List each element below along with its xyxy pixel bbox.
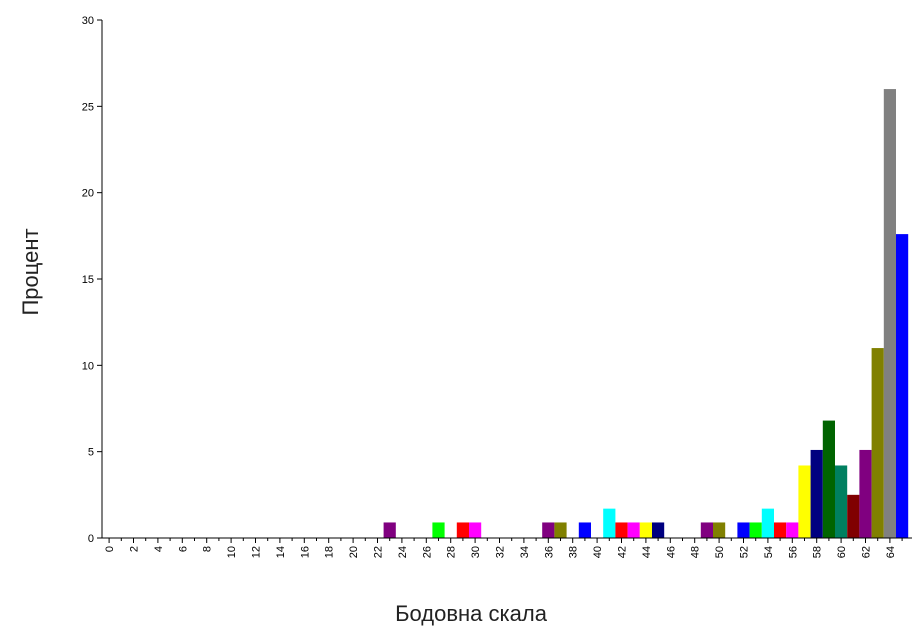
bar-54 bbox=[761, 508, 774, 538]
x-tick-label: 50 bbox=[714, 546, 726, 558]
x-tick-label: 36 bbox=[543, 546, 555, 558]
bar-55 bbox=[774, 522, 787, 538]
y-tick-label: 30 bbox=[82, 15, 94, 27]
x-tick-label: 38 bbox=[568, 546, 580, 558]
y-tick-label: 10 bbox=[82, 360, 94, 372]
x-tick-label: 60 bbox=[836, 546, 848, 558]
bar-50 bbox=[713, 522, 726, 538]
bar-52 bbox=[737, 522, 750, 538]
bars-group bbox=[383, 89, 909, 539]
bar-36 bbox=[542, 522, 555, 538]
x-tick-label: 14 bbox=[275, 546, 287, 558]
bar-44 bbox=[639, 522, 652, 538]
bar-27 bbox=[432, 522, 445, 538]
bar-58 bbox=[810, 449, 823, 538]
x-tick-label: 34 bbox=[519, 546, 531, 558]
bar-42 bbox=[615, 522, 628, 538]
x-tick-label: 22 bbox=[373, 546, 385, 558]
x-tick-label: 4 bbox=[153, 546, 165, 552]
x-tick-label: 20 bbox=[348, 546, 360, 558]
y-tick-label: 15 bbox=[82, 274, 94, 286]
bar-65 bbox=[896, 234, 909, 538]
y-ticks-group: 0 5 10 15 20 25 30 bbox=[82, 15, 102, 545]
bar-41 bbox=[603, 508, 616, 538]
x-tick-label: 12 bbox=[251, 546, 263, 558]
bar-63 bbox=[871, 348, 884, 538]
x-tick-label: 46 bbox=[665, 546, 677, 558]
bar-30 bbox=[469, 522, 482, 538]
bar-39 bbox=[578, 522, 591, 538]
bar-60 bbox=[835, 465, 848, 538]
bar-53 bbox=[749, 522, 762, 538]
bar-62 bbox=[859, 449, 872, 538]
x-tick-label: 56 bbox=[787, 546, 799, 558]
x-ticks-group: 0 2 4 6 8 10 12 14 16 18 20 22 24 26 28 30 32 34 36 38 40 42 4… bbox=[104, 538, 903, 558]
x-tick-label: 32 bbox=[495, 546, 507, 558]
x-tick-label: 44 bbox=[641, 546, 653, 558]
bar-29 bbox=[456, 522, 469, 538]
x-tick-label: 30 bbox=[470, 546, 482, 558]
bar-57 bbox=[798, 465, 811, 538]
x-tick-label: 40 bbox=[592, 546, 604, 558]
x-tick-label: 2 bbox=[129, 546, 141, 552]
x-tick-label: 26 bbox=[421, 546, 433, 558]
x-tick-label: 64 bbox=[885, 546, 897, 558]
axes-group bbox=[101, 20, 912, 539]
x-axis-title: Бодовна скала bbox=[395, 601, 548, 626]
bar-59 bbox=[822, 420, 835, 538]
x-tick-label: 54 bbox=[763, 546, 775, 558]
x-tick-label: 24 bbox=[397, 546, 409, 558]
bar-64 bbox=[883, 89, 896, 539]
x-tick-label: 58 bbox=[812, 546, 824, 558]
x-tick-label: 42 bbox=[617, 546, 629, 558]
x-tick-label: 10 bbox=[226, 546, 238, 558]
x-tick-label: 8 bbox=[202, 546, 214, 552]
x-tick-label: 52 bbox=[739, 546, 751, 558]
y-tick-label: 20 bbox=[82, 188, 94, 200]
x-tick-label: 0 bbox=[104, 546, 116, 552]
bar-49 bbox=[700, 522, 713, 538]
x-tick-label: 6 bbox=[177, 546, 189, 552]
bar-56 bbox=[786, 522, 799, 538]
x-tick-label: 18 bbox=[324, 546, 336, 558]
y-axis-title: Процент bbox=[18, 228, 43, 315]
x-tick-label: 16 bbox=[299, 546, 311, 558]
bar-23 bbox=[383, 522, 396, 538]
y-tick-label: 5 bbox=[88, 447, 94, 459]
bar-43 bbox=[627, 522, 640, 538]
bar-37 bbox=[554, 522, 567, 538]
y-tick-label: 25 bbox=[82, 101, 94, 113]
bar-45 bbox=[652, 522, 665, 538]
x-tick-label: 28 bbox=[446, 546, 458, 558]
bar-61 bbox=[847, 494, 860, 538]
x-tick-label: 62 bbox=[861, 546, 873, 558]
y-tick-label: 0 bbox=[88, 533, 94, 545]
x-tick-label: 48 bbox=[690, 546, 702, 558]
